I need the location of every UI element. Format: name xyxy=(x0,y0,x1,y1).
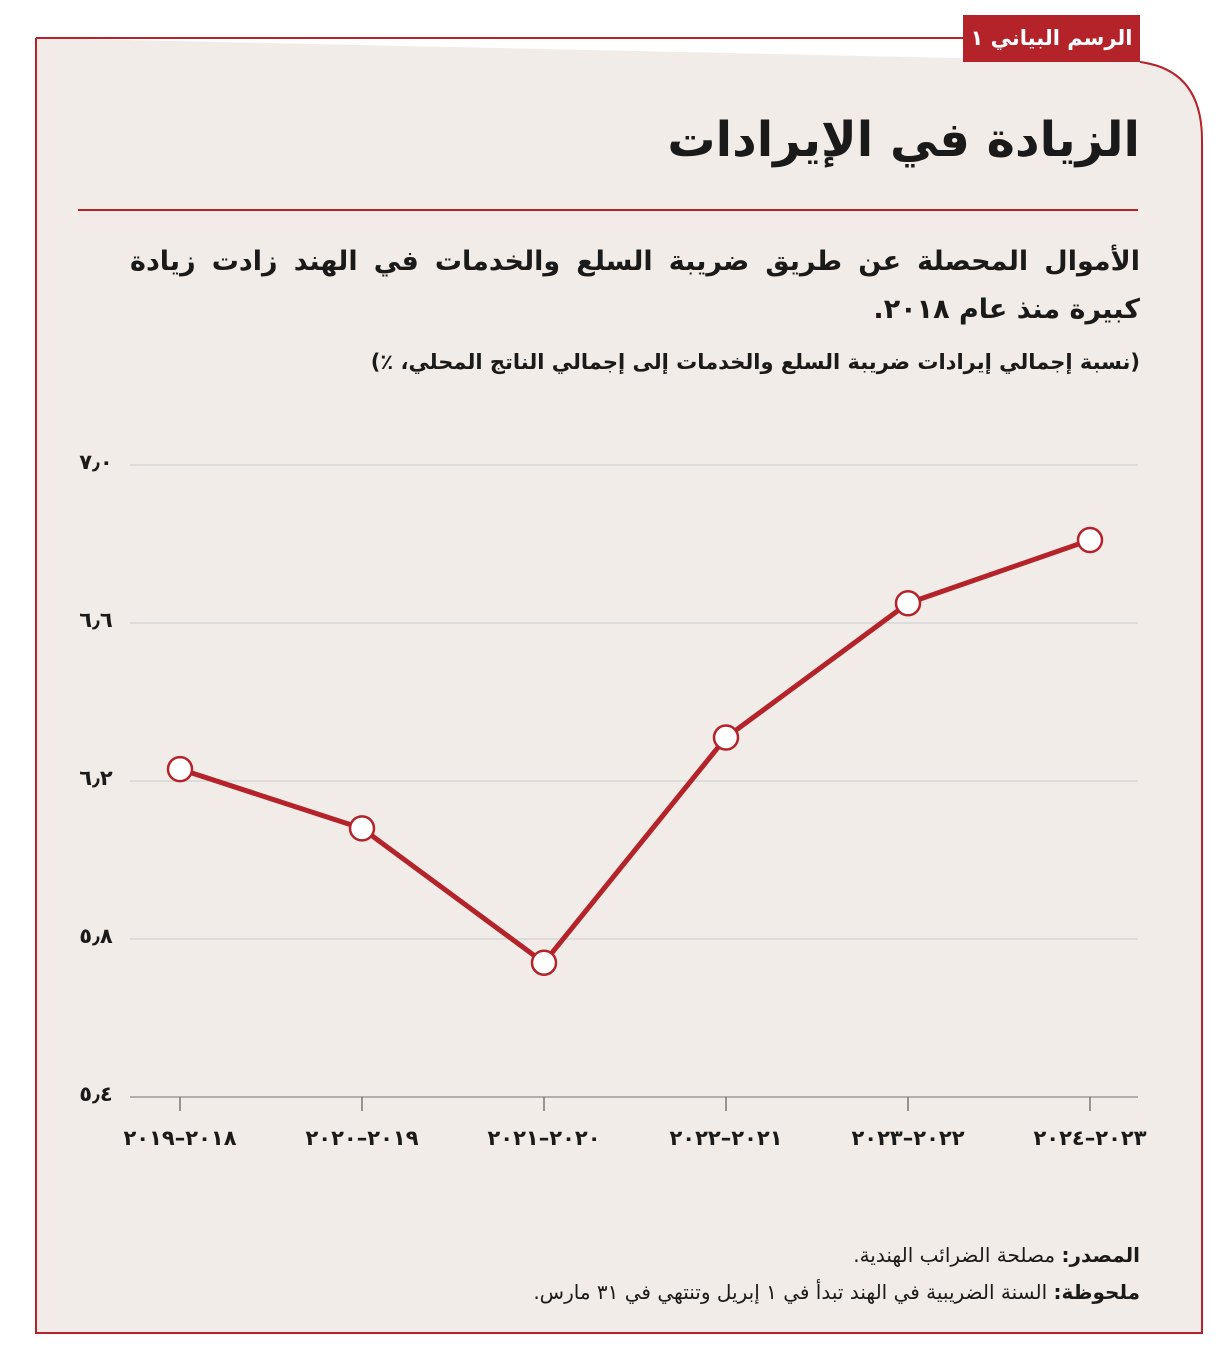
x-tick-label: ٢٠١٩–٢٠٢٠ xyxy=(305,1126,418,1150)
source-text: مصلحة الضرائب الهندية. xyxy=(853,1243,1062,1267)
y-tick-label: ٥٫٤ xyxy=(79,1082,112,1106)
chart-subtitle: الأموال المحصلة عن طريق ضريبة السلع والخ… xyxy=(130,246,1140,325)
x-tick-label: ٢٠٢١–٢٠٢٢ xyxy=(669,1126,782,1150)
x-tick-label: ٢٠٢٢–٢٠٢٣ xyxy=(851,1126,964,1150)
y-tick-label: ٦٫٦ xyxy=(79,608,113,632)
point xyxy=(1076,526,1104,554)
x-tick-label: ٢٠٢٣–٢٠٢٤ xyxy=(1033,1126,1146,1150)
point xyxy=(166,755,194,783)
chart-title: الزيادة في الإيرادات xyxy=(667,112,1140,168)
y-axis-label: (نسبة إجمالي إيرادات ضريبة السلع والخدما… xyxy=(370,350,1140,374)
frame xyxy=(35,37,1203,1334)
x-tick-label: ٢٠١٨–٢٠١٩ xyxy=(123,1126,236,1150)
point xyxy=(530,949,558,976)
note: ملحوظة: السنة الضريبية في الهند تبدأ في … xyxy=(533,1280,1140,1304)
note-text: السنة الضريبية في الهند تبدأ في ١ إبريل … xyxy=(533,1280,1054,1304)
source-label: المصدر: xyxy=(1061,1243,1140,1267)
y-tick-label: ٦٫٢ xyxy=(79,766,113,790)
y-tick-label: ٧٫٠ xyxy=(79,450,112,474)
point xyxy=(712,724,740,751)
badge: الرسم البياني ١ xyxy=(963,15,1140,62)
note-label: ملحوظة: xyxy=(1053,1280,1140,1304)
x-tick-label: ٢٠٢٠–٢٠٢١ xyxy=(487,1126,600,1150)
source: المصدر: مصلحة الضرائب الهندية. xyxy=(853,1243,1140,1267)
point xyxy=(894,590,922,617)
line xyxy=(179,537,1091,966)
point xyxy=(348,815,376,842)
y-tick-label: ٥٫٨ xyxy=(79,924,113,948)
